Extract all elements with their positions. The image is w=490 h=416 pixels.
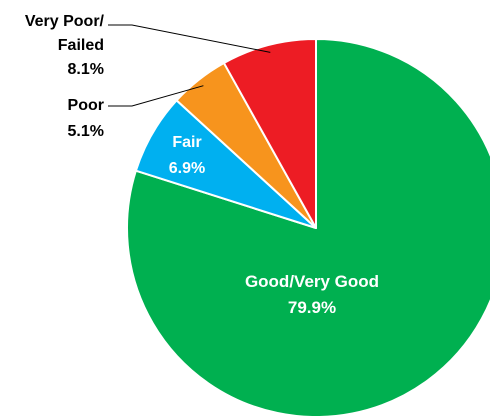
slice-value-poor: 5.1% [68, 123, 104, 140]
slice-label-very-poor-failed: Very Poor/ [25, 13, 105, 30]
slice-value-very-poor-failed: 8.1% [68, 61, 104, 78]
slice-label-poor: Poor [68, 97, 104, 114]
pie-label-good-very-good: Good/Very Good 79.9% [245, 272, 379, 317]
leader-line-poor [108, 85, 204, 107]
slice-label-fair: Fair [172, 134, 201, 151]
pie-label-very-poor-failed: Very Poor/Failed 8.1% [25, 13, 271, 78]
pie-label-fair: Fair 6.9% [169, 134, 205, 177]
slice-label-good-very-good: Good/Very Good [245, 272, 379, 291]
pie-label-poor: Poor 5.1% [68, 85, 204, 140]
slice-value-good-very-good: 79.9% [288, 298, 336, 317]
slice-label-very-poor-failed: Failed [58, 37, 104, 54]
leader-line-very-poor-failed [108, 24, 271, 53]
pie-slice-very-poor-failed [222, 38, 317, 229]
pie-labels: Good/Very Good 79.9% Fair 6.9% Poor 5.1% Very … [25, 13, 379, 317]
slice-value-fair: 6.9% [169, 160, 205, 177]
pie-slice-good-very-good [126, 38, 490, 416]
